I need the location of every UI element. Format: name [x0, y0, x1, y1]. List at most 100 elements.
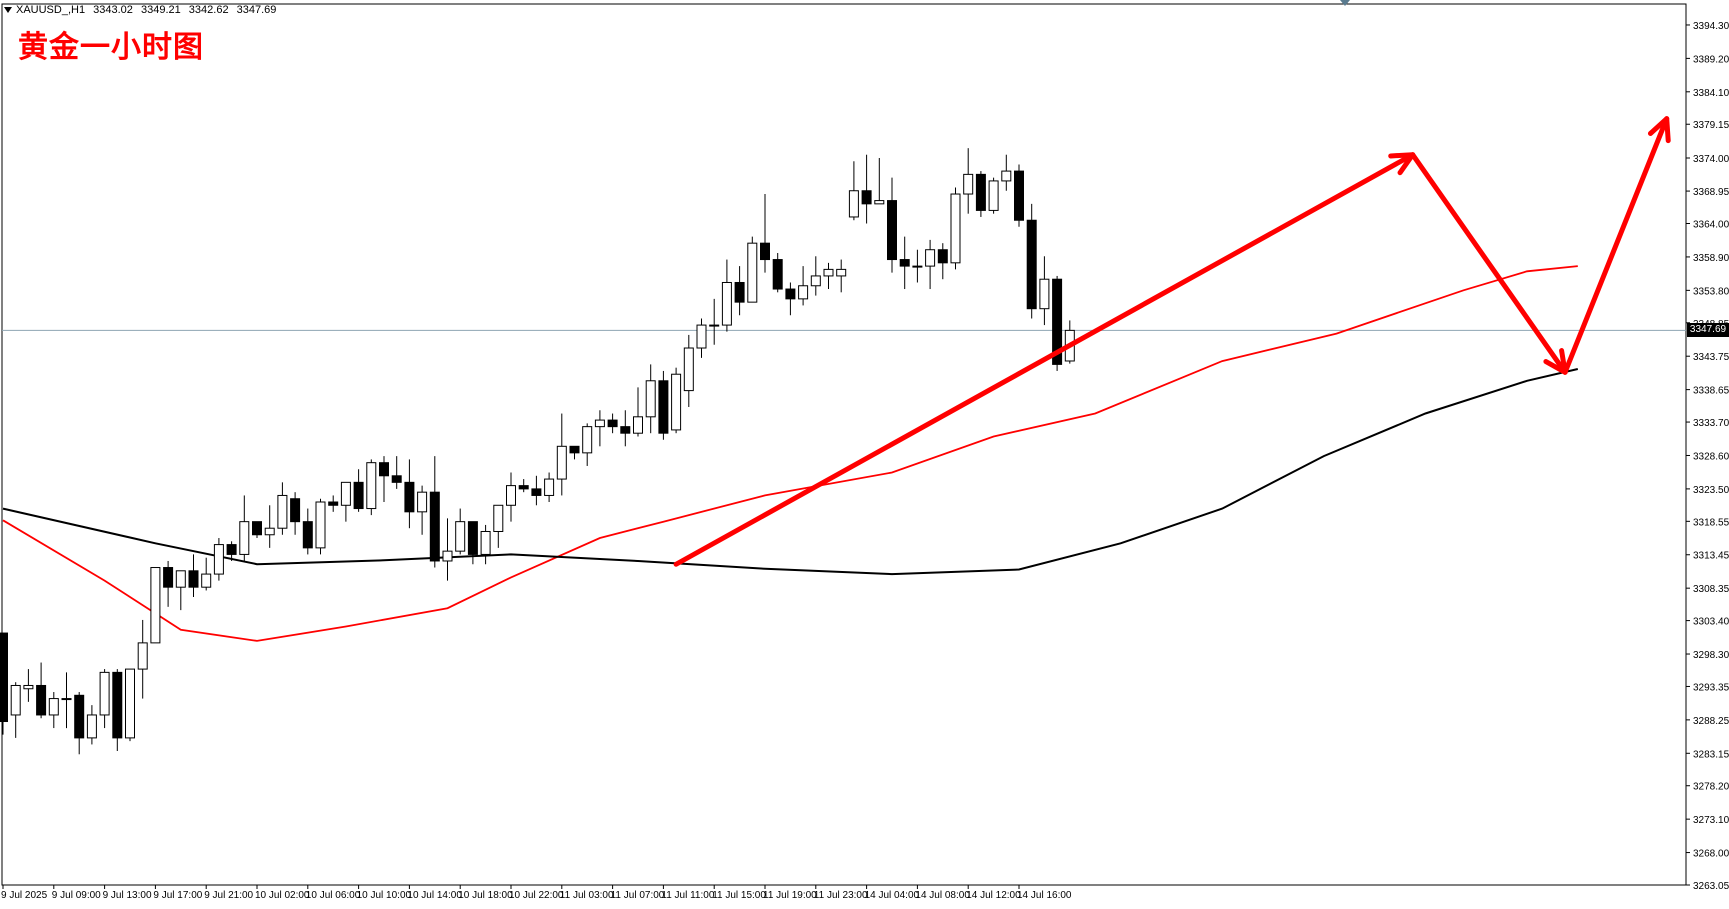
y-tick-label: 3338.65: [1693, 386, 1729, 397]
chart-annotation-title: 黄金一小时图: [18, 30, 204, 65]
moving-average-line-ma_fast: [2, 265, 1578, 642]
bullish-candle: [823, 268, 834, 277]
symbol-menu-icon[interactable]: [4, 7, 12, 13]
bullish-candle: [175, 570, 186, 588]
y-tick-label: 3293.35: [1693, 682, 1729, 693]
x-tick-label: 14 Jul 12:00: [966, 890, 1021, 901]
bearish-candle: [36, 684, 47, 716]
bullish-candle: [582, 426, 593, 454]
x-tick-label: 11 Jul 15:00: [712, 890, 766, 901]
x-tick-label: 9 Jul 17:00: [153, 890, 202, 901]
bullish-candle: [671, 373, 682, 431]
bearish-candle: [379, 462, 389, 477]
y-tick-label: 3343.75: [1693, 352, 1729, 363]
bearish-candle: [188, 570, 199, 588]
bearish-candle: [328, 501, 339, 506]
bullish-candle: [709, 324, 720, 327]
plot-frame: [1, 3, 1687, 886]
bearish-candle: [531, 488, 542, 496]
y-tick-label: 3308.35: [1693, 584, 1729, 595]
bullish-candle: [213, 544, 224, 575]
bearish-candle: [734, 281, 745, 303]
bullish-candle: [264, 527, 275, 536]
bearish-candle: [302, 521, 313, 549]
bullish-candle: [988, 180, 999, 211]
bullish-candle: [810, 275, 821, 287]
bullish-candle: [556, 445, 567, 480]
bullish-candle: [747, 242, 758, 303]
y-tick-label: 3389.20: [1693, 54, 1729, 65]
bullish-candle: [874, 200, 885, 205]
y-tick-label: 3298.30: [1693, 650, 1729, 661]
x-tick-label: 11 Jul 03:00: [560, 890, 614, 901]
bullish-candle: [201, 573, 212, 588]
x-tick-label: 9 Jul 21:00: [204, 890, 253, 901]
x-tick-label: 14 Jul 04:00: [865, 890, 920, 901]
y-tick-label: 3278.20: [1693, 782, 1729, 793]
bullish-candle: [633, 416, 643, 434]
bearish-candle: [404, 481, 415, 513]
bearish-candle: [1014, 170, 1024, 221]
bullish-candle: [645, 380, 656, 418]
trend-arrow-shaft: [1562, 116, 1670, 375]
y-tick-label: 3323.50: [1693, 485, 1729, 496]
bullish-candle: [99, 671, 110, 716]
bearish-candle: [518, 485, 529, 490]
trend-arrow-shaft: [673, 152, 1416, 567]
bearish-candle: [252, 521, 262, 536]
bearish-candle: [975, 173, 986, 211]
bullish-candle: [493, 504, 504, 532]
bullish-candle: [506, 485, 516, 506]
moving-average-line-ma_slow: [2, 368, 1579, 576]
bullish-candle: [137, 642, 148, 670]
bearish-candle: [429, 491, 440, 562]
x-tick-label: 11 Jul 19:00: [763, 890, 817, 901]
x-tick-label: 9 Jul 13:00: [103, 890, 152, 901]
bullish-candle: [798, 285, 809, 300]
x-tick-label: 11 Jul 23:00: [814, 890, 868, 901]
bearish-candle: [1052, 278, 1063, 365]
bullish-candle: [366, 462, 377, 510]
x-tick-label: 10 Jul 10:00: [357, 890, 412, 901]
bearish-candle: [620, 426, 631, 434]
bullish-candle: [594, 419, 605, 428]
y-tick-label: 3313.45: [1693, 551, 1729, 562]
trend-arrow-head: [1647, 116, 1671, 144]
y-tick-label: 3353.80: [1693, 286, 1729, 297]
bullish-candle: [848, 190, 859, 218]
bearish-candle: [467, 521, 478, 555]
bearish-candle: [607, 419, 618, 428]
ohlc-low: 3342.62: [188, 4, 229, 16]
symbol-ohlc-header: XAUUSD_,H1 3343.02 3349.21 3342.62 3347.…: [16, 4, 281, 16]
bullish-candle: [239, 521, 250, 555]
x-tick-label: 9 Jul 09:00: [52, 890, 101, 901]
y-tick-label: 3318.55: [1693, 517, 1729, 528]
bullish-candle: [836, 268, 847, 277]
x-tick-label: 11 Jul 11:00: [661, 890, 714, 901]
bullish-candle: [455, 521, 466, 552]
bearish-candle: [937, 249, 948, 264]
x-tick-label: 10 Jul 02:00: [255, 890, 310, 901]
y-tick-label: 3364.00: [1693, 220, 1729, 231]
bullish-candle: [696, 324, 707, 349]
x-tick-label: 10 Jul 22:00: [509, 890, 564, 901]
bullish-candle: [925, 249, 936, 267]
bearish-candle: [899, 259, 910, 267]
bullish-candle: [277, 494, 288, 529]
y-tick-label: 3333.70: [1693, 418, 1729, 429]
chart-shift-marker-icon[interactable]: [1340, 0, 1350, 6]
bearish-candle: [0, 632, 8, 723]
bearish-candle: [163, 567, 174, 588]
y-tick-label: 3379.15: [1693, 120, 1729, 131]
y-tick-label: 3268.00: [1693, 849, 1729, 860]
bullish-candle: [340, 481, 351, 506]
bullish-candle: [480, 530, 491, 555]
x-tick-label: 14 Jul 16:00: [1017, 890, 1072, 901]
bearish-candle: [226, 544, 237, 555]
bullish-candle: [417, 491, 428, 513]
x-tick-label: 14 Jul 08:00: [915, 890, 970, 901]
bullish-candle: [315, 501, 326, 549]
x-tick-label: 9 Jul 2025: [1, 890, 48, 901]
